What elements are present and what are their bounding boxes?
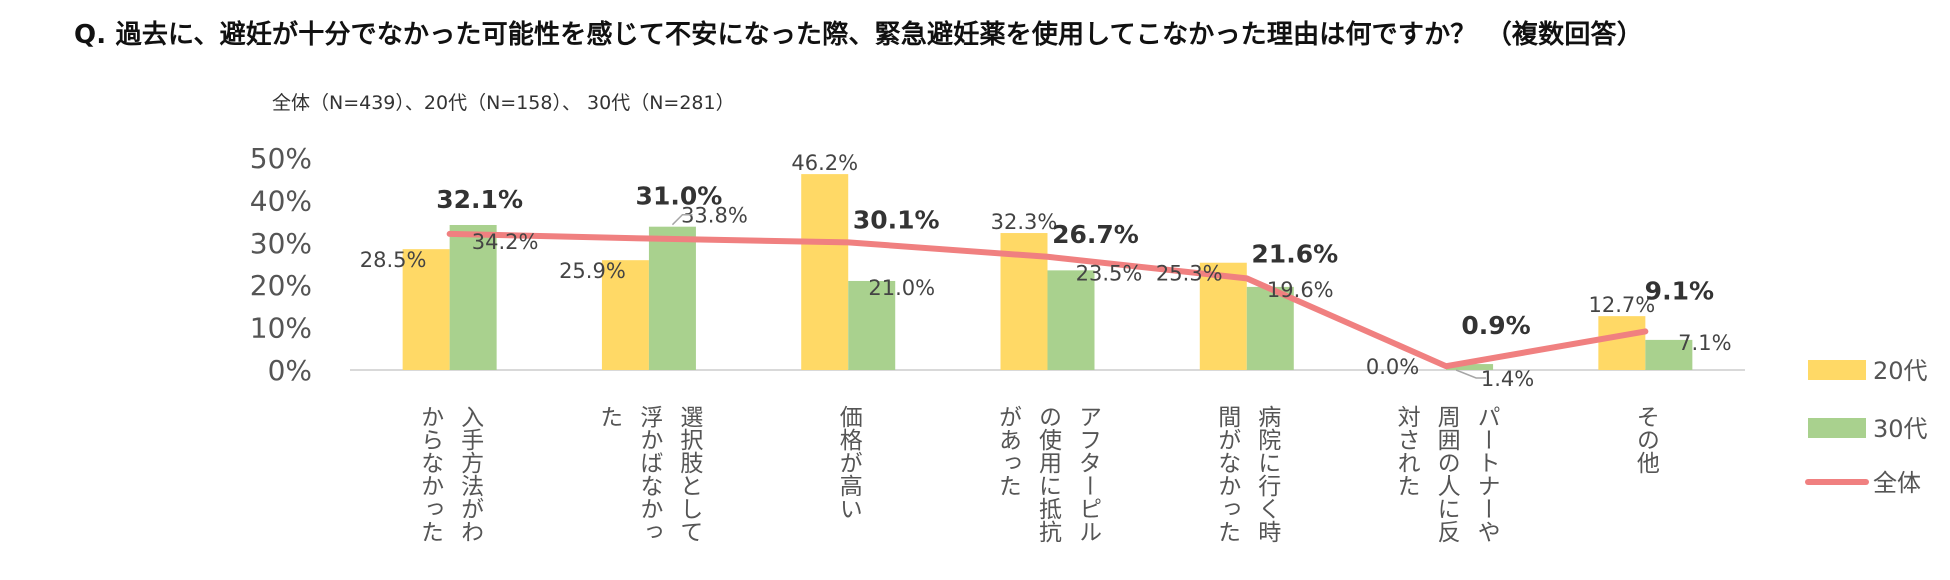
series-line-total: [446, 230, 1649, 370]
y-tick-label: 30%: [250, 227, 312, 260]
category-label-column: アフターピル: [1075, 405, 1101, 543]
data-label-20s: 12.7%: [1588, 293, 1655, 317]
category-label-column: があった: [995, 405, 1022, 497]
chart-subtitle: 全体（N=439）、20代（N=158）、 30代（N=281）: [272, 92, 735, 114]
data-label-30s: 21.0%: [868, 276, 935, 300]
data-label-total: 26.7%: [1052, 220, 1139, 249]
bar-20s: [402, 249, 450, 370]
bar-20s: [1199, 262, 1247, 370]
bar-30s: [1047, 270, 1095, 370]
data-label-30s: 1.4%: [1481, 367, 1534, 391]
data-label-20s: 28.5%: [360, 248, 427, 272]
bar-20s: [601, 260, 649, 370]
legend-item: 30代: [1808, 415, 1928, 443]
line-layer: [446, 230, 1649, 370]
bar-30s: [848, 280, 896, 370]
legend-item: 20代: [1808, 357, 1928, 385]
y-tick-label: 50%: [250, 142, 312, 175]
category-label-column: 選択肢として: [676, 405, 704, 543]
bar-20s: [1598, 316, 1646, 370]
y-tick-label: 20%: [250, 269, 312, 302]
legend-label: 30代: [1873, 415, 1928, 443]
leader-line: [1455, 369, 1487, 379]
category-label-column: 病院に行く時: [1254, 405, 1282, 543]
bar-30s: [449, 224, 497, 370]
data-label-total: 31.0%: [636, 182, 723, 211]
category-label-column: の使用に抵抗: [1035, 405, 1063, 543]
labels-layer: 28.5% 34.2% 32.1% 25.9% 33.8%31.0% 46.2% 21.0%…: [360, 151, 1732, 391]
data-label-20s: 46.2%: [791, 151, 858, 175]
legend-label: 全体: [1873, 469, 1921, 497]
category-label-column: 間がなかった: [1214, 405, 1241, 543]
legend-item: 全体: [1805, 469, 1921, 497]
data-label-30s: 23.5%: [1076, 261, 1143, 285]
category-label: 価格が高い: [835, 405, 863, 520]
category-label-column: た: [596, 405, 622, 428]
data-label-total: 0.9%: [1461, 311, 1530, 340]
data-label-20s: 32.3%: [991, 210, 1058, 234]
y-tick-label: 0%: [268, 354, 312, 387]
data-label-20s: 25.3%: [1156, 262, 1223, 286]
bar-30s: [648, 226, 696, 370]
data-label-30s: 19.6%: [1267, 278, 1334, 302]
category-label-column: 対された: [1393, 405, 1421, 497]
data-label-total: 21.6%: [1251, 239, 1338, 268]
legend-swatch: [1808, 360, 1866, 380]
data-label-30s: 34.2%: [472, 230, 539, 254]
data-label-total: 30.1%: [853, 205, 940, 234]
bar-30s: [1645, 339, 1693, 370]
category-label-column: その他: [1632, 405, 1660, 474]
category-label-column: 周囲の人に反: [1433, 405, 1461, 543]
bar-30s: [1446, 364, 1494, 370]
legend-label: 20代: [1873, 357, 1928, 385]
data-label-30s: 7.1%: [1678, 331, 1731, 355]
bar-20s: [801, 174, 849, 370]
category-label-column: 入手方法がわ: [457, 405, 485, 543]
y-tick-label: 40%: [250, 184, 312, 217]
data-label-20s: 25.9%: [559, 259, 626, 283]
leader-line: [671, 213, 693, 226]
category-label-column: 価格が高い: [835, 405, 863, 520]
data-label-total: 32.1%: [436, 185, 523, 214]
data-label-20s: 0.0%: [1366, 355, 1419, 379]
y-tick-label: 10%: [250, 312, 312, 345]
legend-swatch: [1808, 418, 1866, 438]
chart-title: Q. 過去に、避妊が十分でなかった可能性を感じて不安になった際、緊急避妊薬を使用…: [74, 20, 1643, 50]
data-label-total: 9.1%: [1645, 276, 1714, 305]
bar-30s: [1246, 286, 1294, 370]
category-label: その他: [1632, 405, 1660, 474]
category-label-column: 浮かばなかっ: [636, 405, 664, 543]
bars-layer: [402, 174, 1693, 370]
category-label-column: からなかった: [417, 405, 444, 543]
data-label-30s: 33.8%: [681, 204, 748, 228]
category-label-column: パートナーや: [1473, 405, 1500, 543]
